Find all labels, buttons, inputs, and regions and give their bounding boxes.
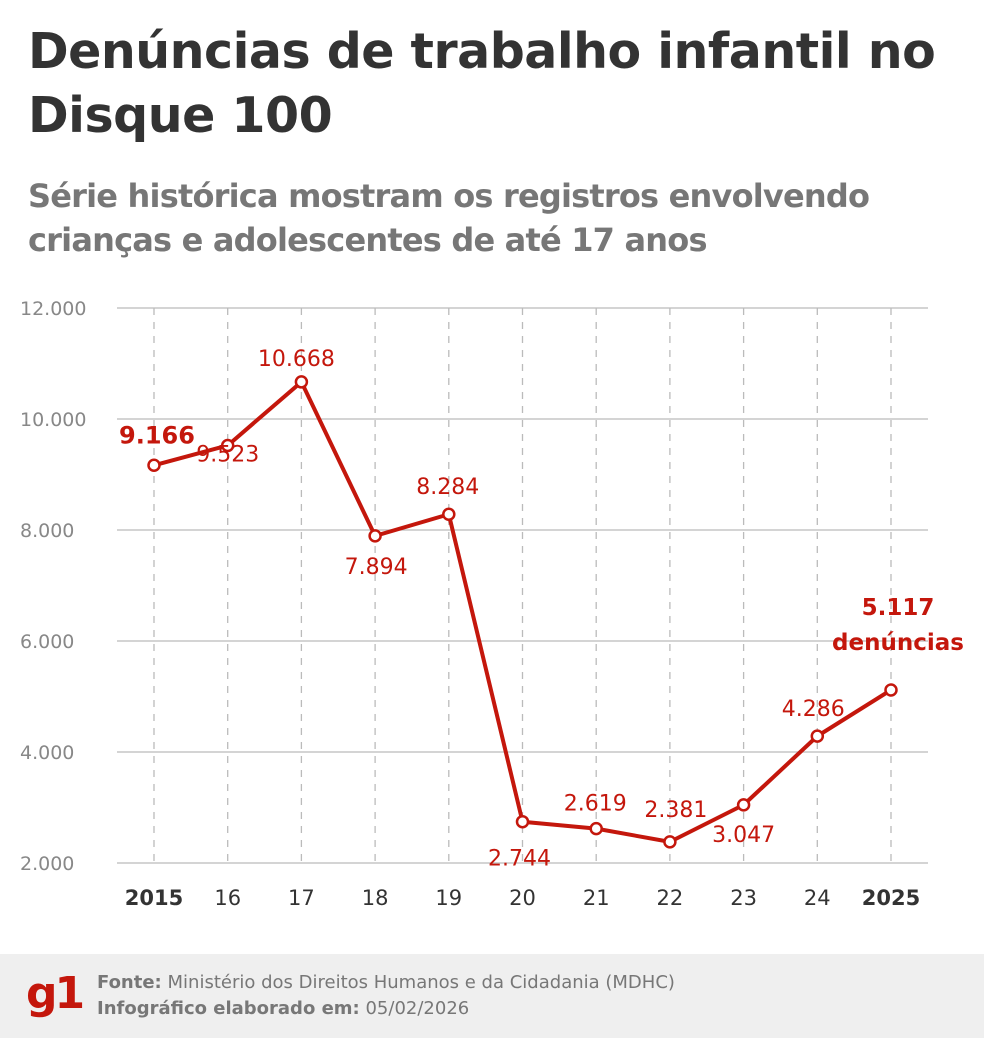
data-label: 8.284 — [416, 475, 479, 500]
x-tick-label: 2025 — [862, 886, 920, 910]
x-tick-label: 21 — [583, 886, 610, 910]
data-label: 9.523 — [196, 442, 259, 467]
data-point — [515, 814, 530, 829]
data-point — [294, 375, 309, 389]
data-point — [368, 529, 382, 543]
source-label: Fonte: — [97, 972, 162, 993]
data-label: 10.668 — [258, 347, 335, 372]
x-tick-label: 23 — [730, 886, 757, 910]
y-tick-label: 4.000 — [20, 742, 74, 764]
data-label: 5.117 — [862, 595, 935, 621]
data-point — [663, 835, 677, 849]
data-point — [736, 798, 751, 812]
data-point — [810, 729, 825, 743]
data-label: 7.894 — [345, 555, 408, 580]
x-tick-label: 19 — [435, 886, 462, 910]
data-point — [884, 683, 898, 697]
y-tick-label: 2.000 — [20, 853, 74, 875]
x-tick-label: 2015 — [125, 886, 183, 910]
date-text: 05/02/2026 — [365, 998, 470, 1019]
data-point — [220, 438, 235, 453]
y-tick-label: 12.000 — [20, 298, 86, 320]
data-point — [147, 458, 161, 473]
x-tick-label: 16 — [214, 886, 241, 910]
data-label: 4.286 — [782, 697, 845, 722]
data-label: 9.166 — [119, 421, 195, 449]
x-tick-label: 24 — [804, 886, 831, 910]
x-tick-label: 18 — [362, 886, 389, 910]
chart-subtitle: Série histórica mostram os registros env… — [28, 177, 870, 259]
data-label: 2.744 — [488, 847, 551, 872]
data-label: 3.047 — [712, 823, 775, 848]
g1-logo: g1 — [26, 968, 85, 1019]
x-tick-label: 17 — [288, 886, 315, 910]
source-text: Ministério dos Direitos Humanos e da Cid… — [167, 972, 675, 993]
date-label: Infográfico elaborado em: — [97, 998, 360, 1019]
data-point — [442, 507, 456, 521]
y-tick-label: 10.000 — [20, 409, 86, 431]
chart-title: Denúncias de trabalho infantil no Disque… — [28, 23, 936, 144]
line-chart: 2.000 4.000 6.000 8.000 10.000 12.000 2015 16 17… — [20, 298, 964, 910]
data-point — [589, 821, 603, 836]
data-label-suffix: denúncias — [832, 630, 964, 656]
x-tick-label: 22 — [657, 886, 684, 910]
data-label: 2.381 — [644, 798, 707, 823]
date-line: Infográfico elaborado em: 05/02/2026 — [97, 998, 469, 1019]
data-label: 2.619 — [564, 792, 627, 817]
y-tick-label: 8.000 — [20, 520, 74, 542]
x-tick-label: 20 — [509, 886, 536, 910]
source-line: Fonte: Ministério dos Direitos Humanos e… — [97, 972, 675, 993]
footer: g1 Fonte: Ministério dos Direitos Humano… — [0, 954, 984, 1038]
y-tick-label: 6.000 — [20, 631, 74, 653]
